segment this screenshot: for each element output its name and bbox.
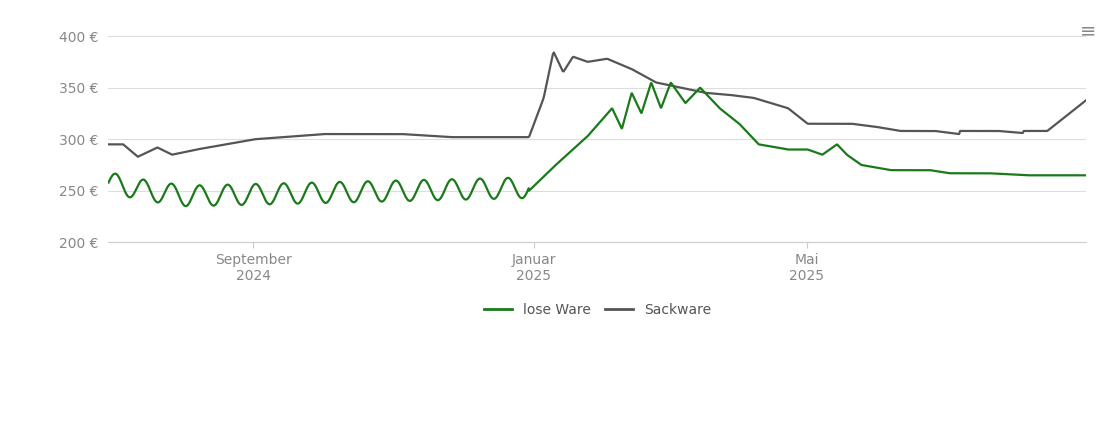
- Legend: lose Ware, Sackware: lose Ware, Sackware: [478, 297, 716, 322]
- Text: ≡: ≡: [1080, 22, 1097, 41]
